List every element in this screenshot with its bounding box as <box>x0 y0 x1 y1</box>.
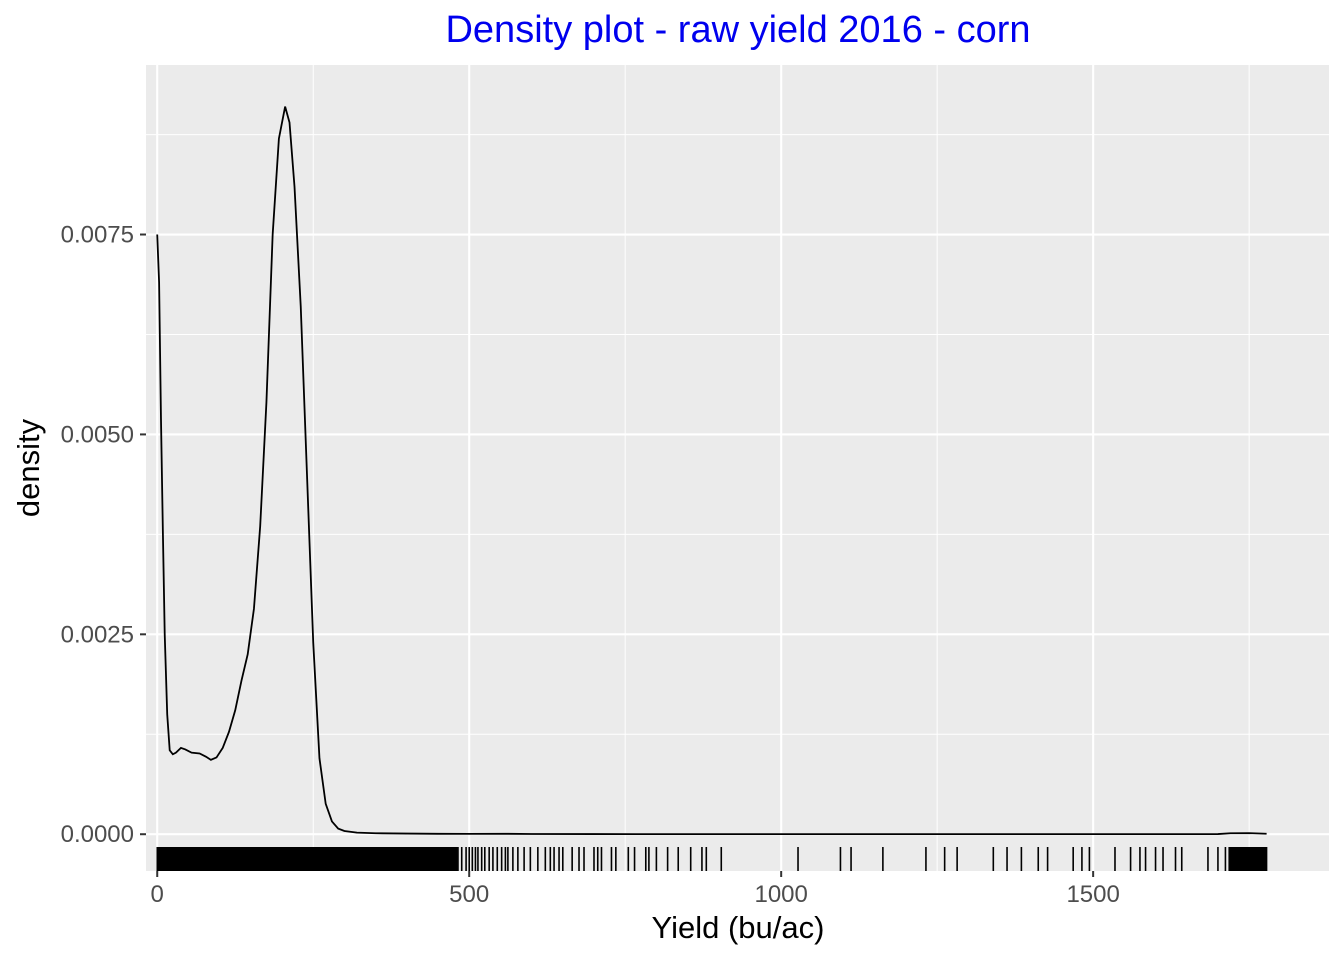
chart-title: Density plot - raw yield 2016 - corn <box>445 9 1030 51</box>
y-axis: 0.0000 0.0025 0.0050 0.0075 <box>61 222 146 848</box>
y-tick-label: 0.0000 <box>61 821 134 848</box>
minor-gridlines <box>146 65 1329 871</box>
x-tick-label: 1000 <box>754 881 807 908</box>
y-axis-title: density <box>11 418 46 517</box>
density-curve <box>156 106 1267 836</box>
x-axis: 0 500 1000 1500 <box>151 871 1120 908</box>
plot-panel <box>146 65 1329 871</box>
y-tick-label: 0.0025 <box>61 621 134 648</box>
rug-dense-block <box>156 847 458 871</box>
rug-marks <box>156 847 1268 871</box>
rug-dense-block <box>1228 847 1268 871</box>
y-tick-label: 0.0075 <box>61 222 134 249</box>
x-tick-label: 1500 <box>1066 881 1119 908</box>
x-tick-label: 500 <box>449 881 489 908</box>
x-axis-title: Yield (bu/ac) <box>652 910 825 945</box>
x-tick-label: 0 <box>151 881 164 908</box>
y-tick-label: 0.0050 <box>61 421 134 448</box>
